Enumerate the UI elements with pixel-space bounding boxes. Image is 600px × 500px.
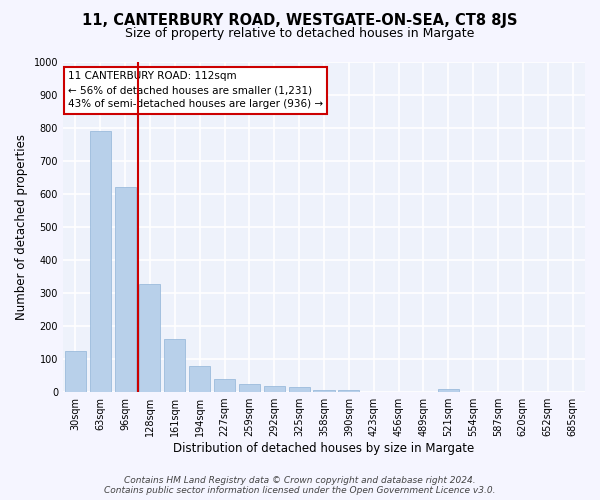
Bar <box>189 366 210 392</box>
Text: Size of property relative to detached houses in Margate: Size of property relative to detached ho… <box>125 28 475 40</box>
Bar <box>89 131 111 392</box>
Bar <box>239 384 260 392</box>
Bar <box>289 387 310 392</box>
Bar <box>338 390 359 392</box>
X-axis label: Distribution of detached houses by size in Margate: Distribution of detached houses by size … <box>173 442 475 455</box>
Bar <box>164 338 185 392</box>
Bar <box>263 386 285 392</box>
Bar <box>214 379 235 392</box>
Y-axis label: Number of detached properties: Number of detached properties <box>15 134 28 320</box>
Bar <box>139 284 160 392</box>
Bar <box>313 390 335 392</box>
Text: Contains HM Land Registry data © Crown copyright and database right 2024.
Contai: Contains HM Land Registry data © Crown c… <box>104 476 496 495</box>
Text: 11, CANTERBURY ROAD, WESTGATE-ON-SEA, CT8 8JS: 11, CANTERBURY ROAD, WESTGATE-ON-SEA, CT… <box>82 12 518 28</box>
Bar <box>115 187 136 392</box>
Bar <box>437 390 459 392</box>
Text: 11 CANTERBURY ROAD: 112sqm
← 56% of detached houses are smaller (1,231)
43% of s: 11 CANTERBURY ROAD: 112sqm ← 56% of deta… <box>68 72 323 110</box>
Bar <box>65 351 86 392</box>
